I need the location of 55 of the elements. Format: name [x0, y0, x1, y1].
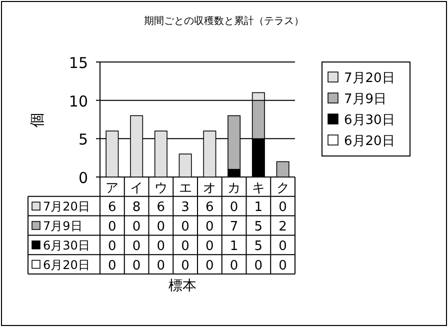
y-tick-label: 0	[78, 169, 88, 187]
data-label: 0	[278, 258, 287, 274]
chart-title: 期間ごとの収穫数と累計（テラス）	[144, 15, 304, 27]
data-label: 0	[156, 220, 166, 234]
x-tick-label: カ	[228, 181, 241, 196]
data-label: 7	[230, 220, 238, 234]
y-tick-label: 5	[78, 130, 88, 149]
data-label: 5	[254, 238, 263, 254]
x-tick-label: エ	[178, 181, 192, 196]
data-label: 6	[156, 200, 166, 216]
data-label: 0	[181, 238, 190, 254]
x-tick-label: イ	[130, 181, 144, 196]
data-label: 0	[108, 238, 116, 254]
data-label: 2	[278, 220, 287, 234]
text: 6月20日	[344, 134, 395, 149]
data-label: 0	[181, 220, 190, 234]
data-label: 0	[230, 258, 238, 274]
x-tick-label: キ	[252, 181, 265, 196]
data-label: 0	[206, 238, 214, 254]
data-label: 1	[230, 238, 238, 254]
x-tick-label: ア	[106, 181, 119, 196]
x-tick-label: ク	[276, 181, 290, 196]
data-label: 3	[181, 200, 190, 216]
data-label: 8	[132, 200, 141, 216]
x-tick-label: オ	[203, 181, 216, 196]
data-label: 6	[108, 200, 116, 216]
data-label: 0	[132, 238, 141, 254]
legend-label: 6月20日	[43, 258, 90, 272]
data-label: 0	[108, 220, 116, 234]
legend-label: 7月20日	[43, 200, 90, 214]
data-label: 0	[132, 258, 141, 274]
text: 6月30日	[43, 238, 90, 252]
data-label: 0	[206, 220, 214, 234]
legend-label: 6月30日	[344, 113, 395, 128]
data-label: 0	[230, 200, 238, 216]
legend-label: 7月9日	[344, 92, 387, 107]
data-label: 0	[132, 220, 141, 234]
data-label: 1	[254, 200, 263, 216]
data-label: 0	[278, 200, 287, 216]
data-label: 0	[278, 238, 287, 254]
text: 標本	[168, 278, 196, 294]
data-label: 0	[206, 258, 214, 274]
text: 7月9日	[43, 219, 82, 233]
data-label: 0	[181, 258, 190, 274]
y-tick-label: 15	[68, 54, 88, 72]
data-label: 5	[254, 220, 263, 234]
data-label: 0	[156, 258, 166, 274]
data-label: 6	[206, 200, 214, 216]
data-label: 0	[108, 258, 116, 274]
x-tick-label: ウ	[154, 181, 168, 196]
y-tick-label: 10	[68, 92, 88, 110]
data-label: 0	[156, 238, 166, 254]
text: 7月20日	[344, 71, 395, 86]
data-label: 0	[254, 258, 263, 274]
y-axis-title: 個	[28, 112, 46, 128]
